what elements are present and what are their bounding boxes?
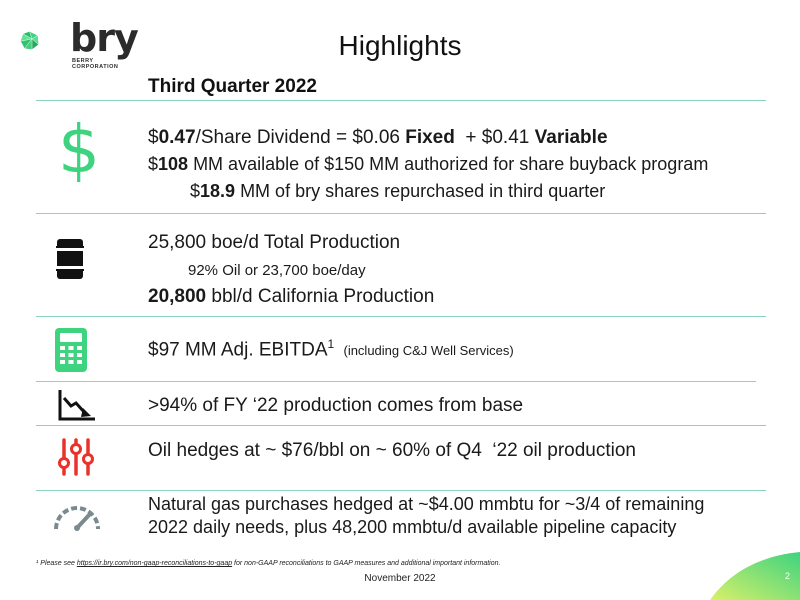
gauge-icon	[54, 506, 100, 531]
logo-wordmark: bry	[70, 16, 139, 60]
gem-icon	[20, 31, 39, 50]
oil-share-line: 92% Oil or 23,700 boe/day	[188, 262, 366, 279]
declining-chart-icon	[58, 390, 95, 421]
divider	[36, 316, 766, 317]
divider	[36, 100, 766, 101]
divider	[36, 490, 766, 491]
divider	[36, 381, 756, 382]
sliders-icon	[58, 438, 94, 476]
total-production-line: 25,800 boe/d Total Production	[148, 232, 401, 253]
corner-accent	[710, 552, 800, 600]
section-subtitle: Third Quarter 2022	[148, 76, 317, 97]
divider	[36, 213, 766, 214]
ebitda-line: $97 MM Adj. EBITDA1 (including C&J Well …	[148, 337, 514, 361]
presentation-date: November 2022	[364, 573, 436, 584]
gas-hedge-line-2: 2022 daily needs, plus 48,200 mmbtu/d av…	[148, 517, 677, 537]
footnote: ¹ Please see https://ir.bry.com/non-gaap…	[36, 560, 501, 567]
gas-hedge-line-1: Natural gas purchases hedged at ~$4.00 m…	[148, 494, 705, 514]
non-gaap-link[interactable]: https://ir.bry.com/non-gaap-reconciliati…	[76, 560, 233, 567]
dollar-icon: $	[58, 111, 100, 188]
repurchase-line: $18.9 MM of bry shares repurchased in th…	[190, 181, 606, 201]
dividend-line: $0.47/Share Dividend = $0.06 Fixed + $0.…	[148, 127, 608, 148]
buyback-line: $108 MM available of $150 MM authorized …	[148, 154, 709, 174]
base-production-line: >94% of FY ‘22 production comes from bas…	[148, 395, 524, 416]
divider	[36, 425, 766, 426]
calculator-icon	[55, 328, 87, 372]
page-number: 2	[784, 571, 790, 581]
logo-subtitle: BERRY CORPORATION	[72, 58, 119, 70]
page-title: Highlights	[338, 30, 462, 61]
california-production-line: 20,800 bbl/d California Production	[148, 286, 435, 307]
oil-barrel-icon	[55, 239, 85, 279]
oil-hedges-line: Oil hedges at ~ $76/bbl on ~ 60% of Q4 ‘…	[148, 440, 636, 461]
